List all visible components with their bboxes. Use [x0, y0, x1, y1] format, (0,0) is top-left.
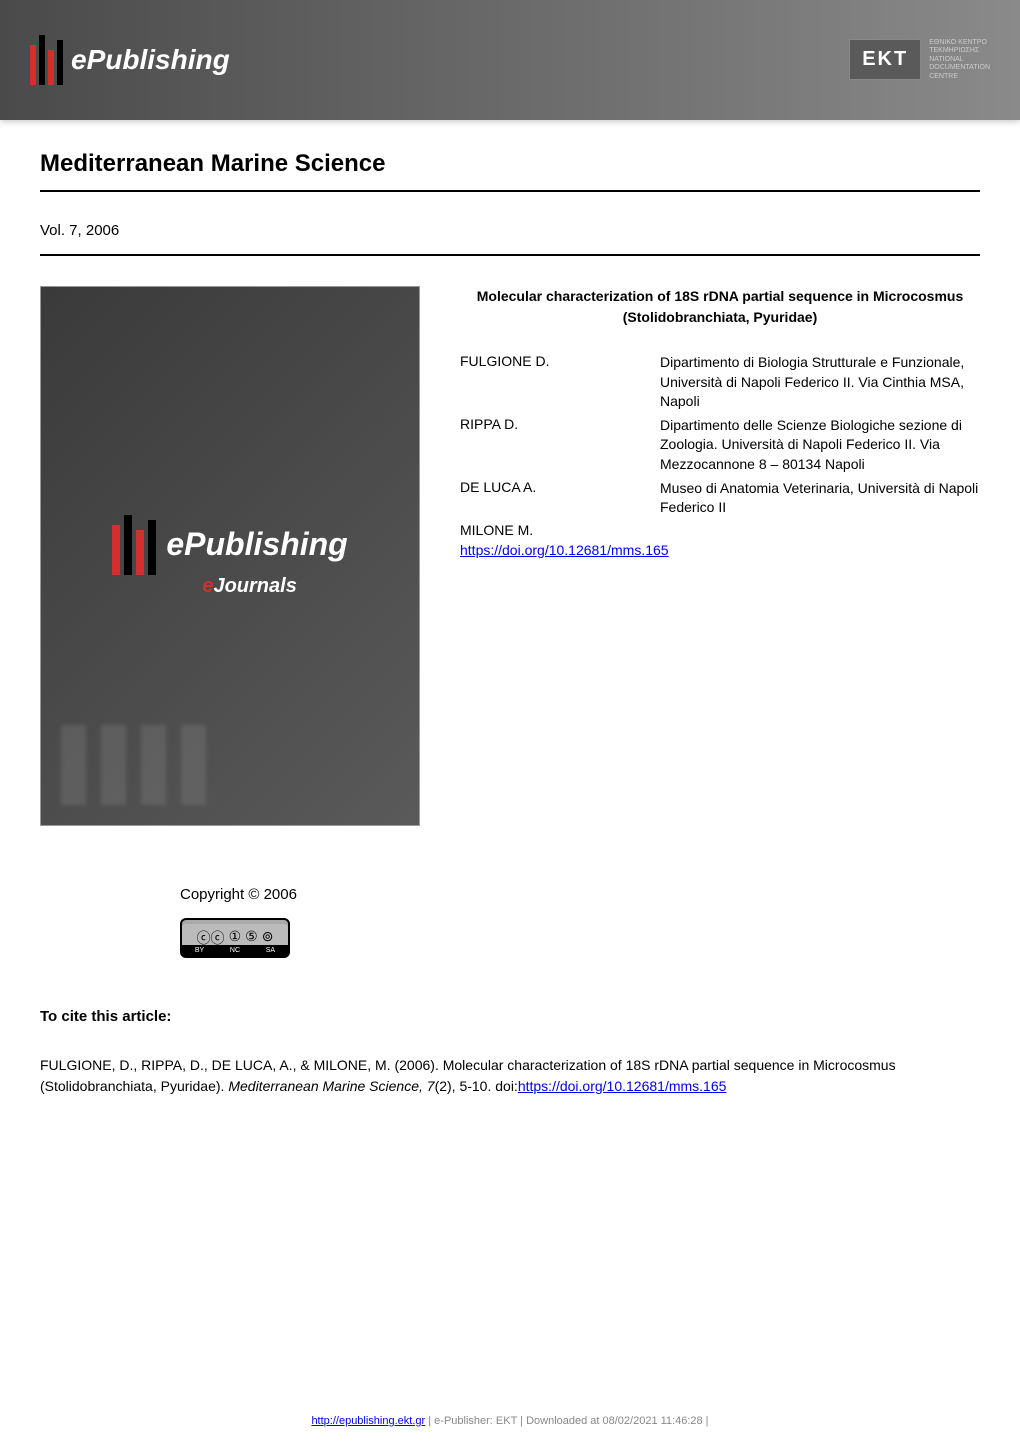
- citation-suffix: (2), 5-10. doi:: [435, 1078, 518, 1094]
- page-footer: http://epublishing.ekt.gr | e-Publisher:…: [0, 1415, 1020, 1427]
- ekt-label: ΕΘΝΙΚΟ ΚΕΝΤΡΟ ΤΕΚΜΗΡΙΩΣΗΣ NATIONAL DOCUM…: [929, 39, 990, 81]
- page-content: Mediterranean Marine Science Vol. 7, 200…: [0, 120, 1020, 1127]
- footer-link[interactable]: http://epublishing.ekt.gr: [311, 1415, 425, 1427]
- citation-doi-link[interactable]: https://doi.org/10.12681/mms.165: [518, 1078, 727, 1094]
- author-row: RIPPA D. Dipartimento delle Scienze Biol…: [460, 416, 980, 475]
- author-affiliation: Dipartimento delle Scienze Biologiche se…: [660, 416, 980, 475]
- divider: [40, 254, 980, 256]
- cite-label: To cite this article:: [40, 1008, 980, 1025]
- thumbnail-ejournals: eJournals: [202, 575, 296, 598]
- divider: [40, 190, 980, 192]
- ekt-logo: EKT ΕΘΝΙΚΟ ΚΕΝΤΡΟ ΤΕΚΜΗΡΙΩΣΗΣ NATIONAL D…: [849, 39, 990, 81]
- author-name: DE LUCA A.: [460, 479, 660, 518]
- logo-text: Publishing: [87, 44, 230, 76]
- issue-thumbnail[interactable]: ePublishing eJournals: [40, 286, 420, 826]
- author-name: RIPPA D.: [460, 416, 660, 475]
- article-title: Molecular characterization of 18S rDNA p…: [460, 286, 980, 328]
- cc-footer-labels: BY NC SA: [182, 945, 288, 956]
- cc-license-badge[interactable]: ⓒⓒ ① ⑤ ⊚ BY NC SA: [180, 918, 290, 958]
- cc-by-label: BY: [195, 947, 204, 954]
- author-affiliation: Dipartimento di Biologia Strutturale e F…: [660, 353, 980, 412]
- author-row: MILONE M.: [460, 522, 980, 538]
- article-metadata: Molecular characterization of 18S rDNA p…: [460, 286, 980, 558]
- thumbnail-logo: ePublishing eJournals: [112, 515, 347, 598]
- ekt-label-line: NATIONAL: [929, 56, 990, 64]
- cc-sa-label: SA: [266, 947, 275, 954]
- main-row: ePublishing eJournals Molecular characte…: [40, 286, 980, 826]
- copyright-section: Copyright © 2006 ⓒⓒ ① ⑤ ⊚ BY NC SA: [180, 886, 980, 958]
- footer-text: | e-Publisher: EKT | Downloaded at 08/02…: [425, 1415, 708, 1427]
- logo-bars: [30, 35, 63, 85]
- ekt-label-line: CENTRE: [929, 73, 990, 81]
- author-name: FULGIONE D.: [460, 353, 660, 412]
- thumbnail-decoration: [61, 725, 206, 805]
- author-row: DE LUCA A. Museo di Anatomia Veterinaria…: [460, 479, 980, 518]
- epublishing-logo: ePublishing: [30, 35, 230, 85]
- citation-text: FULGIONE, D., RIPPA, D., DE LUCA, A., & …: [40, 1055, 980, 1097]
- copyright-text: Copyright © 2006: [180, 886, 980, 903]
- journal-title: Mediterranean Marine Science: [40, 150, 980, 178]
- volume-text: Vol. 7, 2006: [40, 222, 980, 239]
- citation-journal: Mediterranean Marine Science, 7: [228, 1078, 434, 1094]
- author-name: MILONE M.: [460, 522, 660, 538]
- ekt-label-line: ΕΘΝΙΚΟ ΚΕΝΤΡΟ: [929, 39, 990, 47]
- thumbnail-pub-text: Publishing: [184, 526, 348, 563]
- author-affiliation: [660, 522, 980, 538]
- cc-nc-label: NC: [230, 947, 240, 954]
- ekt-label-line: DOCUMENTATION: [929, 64, 990, 72]
- logo-e: e: [71, 44, 87, 76]
- doi-link[interactable]: https://doi.org/10.12681/mms.165: [460, 542, 669, 558]
- ekt-label-line: ΤΕΚΜΗΡΙΩΣΗΣ: [929, 47, 990, 55]
- citation-section: To cite this article: FULGIONE, D., RIPP…: [40, 1008, 980, 1097]
- author-row: FULGIONE D. Dipartimento di Biologia Str…: [460, 353, 980, 412]
- author-affiliation: Museo di Anatomia Veterinaria, Universit…: [660, 479, 980, 518]
- ekt-box: EKT: [849, 39, 921, 80]
- header-banner: ePublishing EKT ΕΘΝΙΚΟ ΚΕΝΤΡΟ ΤΕΚΜΗΡΙΩΣΗ…: [0, 0, 1020, 120]
